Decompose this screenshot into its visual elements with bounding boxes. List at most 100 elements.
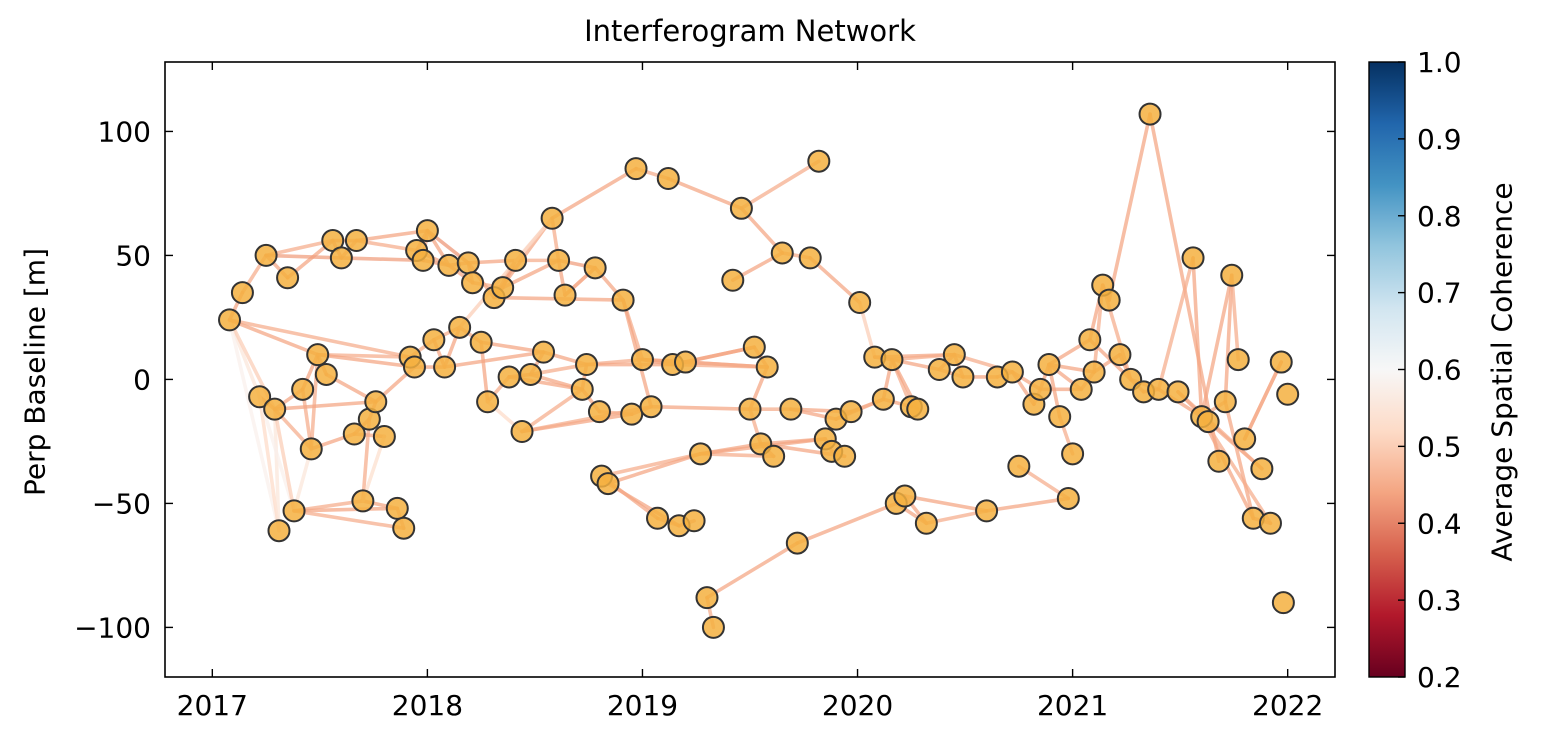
acquisition-node [701,615,725,639]
acquisition-node [448,315,472,339]
network-edge [1223,273,1234,404]
acquisition-node [695,586,719,610]
acquisition-node [833,444,857,468]
network-edge [361,417,372,503]
acquisition-node [880,348,904,372]
network-edge [1242,360,1284,441]
network-edge [1199,273,1234,419]
acquisition-node [587,400,611,424]
network-edge [1229,273,1241,362]
acquisition-node [1138,102,1162,126]
acquisition-node [497,365,521,389]
acquisition-node [762,444,786,468]
acquisition-node [540,206,564,230]
acquisition-node [299,437,323,461]
acquisition-node [1007,454,1031,478]
acquisition-node [1276,382,1300,406]
colorbar-tick-label: 0.4 [1417,507,1462,540]
network-edge [292,506,400,513]
colorbar-tick-label: 1.0 [1417,46,1462,79]
acquisition-node [927,358,951,381]
acquisition-node [1078,328,1102,352]
acquisition-node [624,157,648,181]
acquisition-node [779,397,803,421]
network-edge [606,452,703,486]
acquisition-node [519,362,543,386]
acquisition-node [263,397,287,421]
acquisition-node [1108,343,1132,367]
colorbar: 0.2 0.3 0.4 0.5 0.6 0.7 0.8 0.9 1.0 [1368,46,1462,694]
acquisition-node [218,308,242,332]
acquisition-node [682,509,706,533]
network-edge [1223,399,1256,521]
acquisition-node [785,531,809,555]
acquisition-node [329,246,353,270]
acquisition-node [469,330,493,354]
x-tick-label: 2021 [1037,689,1108,722]
acquisition-node [385,496,409,520]
acquisition-node [532,340,556,364]
acquisition-node [510,419,534,443]
acquisition-node [1213,390,1237,414]
acquisition-node [433,355,457,379]
acquisition-node [1181,246,1205,270]
acquisition-node [1037,353,1061,377]
acquisition-node [291,377,315,401]
acquisition-node [456,251,480,275]
acquisition-node [596,472,620,496]
network-edge [705,541,800,600]
acquisition-node [1196,410,1220,434]
acquisition-node [1258,511,1282,535]
acquisition-node [282,499,306,523]
network-edge [1107,112,1152,302]
acquisition-node [1147,377,1171,401]
acquisition-node [230,281,254,305]
acquisition-node [575,353,599,377]
acquisition-node [975,499,999,523]
acquisition-node [1269,350,1293,374]
x-tick-label: 2019 [607,689,678,722]
acquisition-node [422,328,446,352]
acquisition-node [721,268,745,292]
network-edge [903,494,989,513]
acquisition-node [1220,263,1244,287]
acquisition-node [611,288,635,312]
network-edge [315,352,417,369]
acquisition-node [656,167,680,191]
network-edge [227,318,412,359]
network-edge [739,159,821,211]
acquisition-node [639,395,663,419]
acquisition-node [267,519,291,543]
acquisition-node [630,348,654,372]
network-edge [227,318,281,533]
acquisition-node [798,246,822,270]
colorbar-tick-label: 0.2 [1417,661,1462,694]
y-tick-label: 100 [98,115,151,148]
y-tick-label: 0 [133,363,151,396]
network-edge [520,387,585,434]
network-edge [984,496,1071,513]
acquisition-node [583,256,607,280]
nodes-layer [218,102,1300,639]
plot-frame [164,61,1336,678]
acquisition-node [893,484,917,508]
acquisition-node [570,377,594,401]
acquisition-node [1226,348,1250,372]
acquisition-node [476,390,500,414]
colorbar-tick-label: 0.9 [1417,123,1462,156]
acquisition-node [689,442,713,466]
acquisition-node [906,397,930,421]
acquisition-node [1250,457,1274,481]
x-tick-label: 2022 [1252,689,1323,722]
acquisition-node [364,390,388,414]
chart-title: Interferogram Network [584,14,916,48]
colorbar-tick-label: 0.6 [1417,354,1462,387]
acquisition-node [306,343,330,367]
acquisition-node [871,387,895,411]
acquisition-node [770,241,794,265]
acquisition-node [1233,427,1257,451]
network-edge [272,399,378,411]
network-edge [292,509,406,531]
acquisition-node [673,350,697,374]
